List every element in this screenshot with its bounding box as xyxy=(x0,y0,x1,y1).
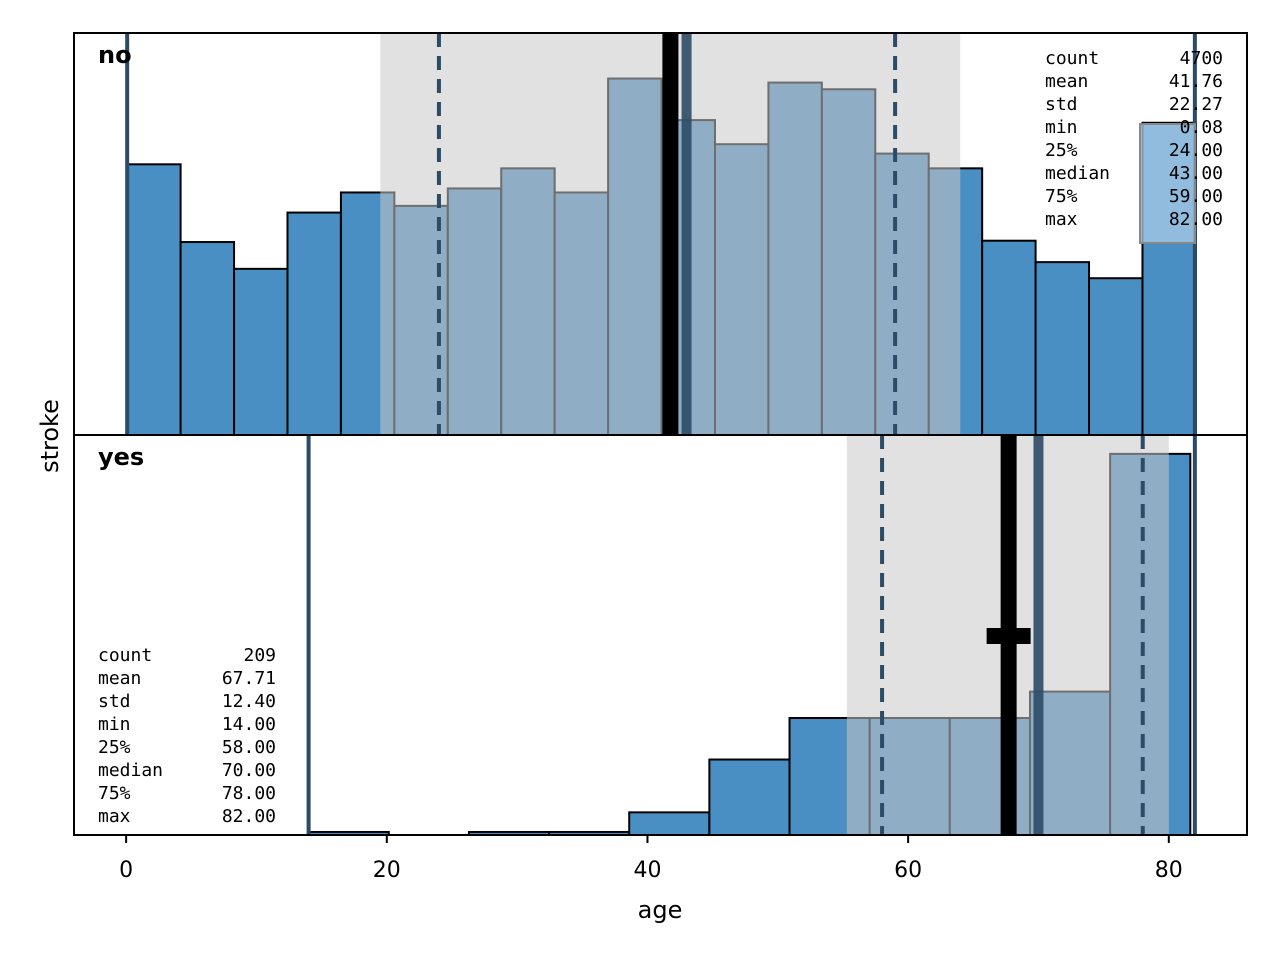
histogram-bar xyxy=(708,758,791,837)
stats-label-min: min xyxy=(98,714,131,735)
histogram-bar xyxy=(179,241,236,436)
stats-value-median: 70.00 xyxy=(222,760,276,781)
stats-label-min: min xyxy=(1045,117,1078,138)
x-tick-label: 60 xyxy=(894,858,922,883)
stats-label-count: count xyxy=(98,645,152,666)
stats-label-median: median xyxy=(1045,163,1110,184)
x-tick-label: 40 xyxy=(633,858,661,883)
stats-value-max: 82.00 xyxy=(222,806,276,827)
stats-value-median: 43.00 xyxy=(1169,163,1223,184)
stats-value-max: 82.00 xyxy=(1169,209,1223,230)
x-axis: 0 20 40 60 80 xyxy=(119,835,1183,883)
stats-value-std: 12.40 xyxy=(222,691,276,712)
stats-highlight-box xyxy=(1139,123,1196,244)
stats-value-count: 209 xyxy=(243,645,276,666)
histogram-bar xyxy=(286,211,342,436)
stats-label-count: count xyxy=(1045,48,1099,69)
panel-label-no: no xyxy=(98,41,132,69)
stats-value-25%: 58.00 xyxy=(222,737,276,758)
y-axis-title: stroke xyxy=(36,399,64,473)
panel-no: no count 4700 mean 41.76 std 22.27 min 0.08 25% 24… xyxy=(98,33,1223,437)
stats-label-mean: mean xyxy=(98,668,141,689)
stats-value-mean: 67.71 xyxy=(222,668,276,689)
stats-label-max: max xyxy=(1045,209,1078,230)
stats-label-75%: 75% xyxy=(1045,186,1078,207)
stats-label-25%: 25% xyxy=(1045,140,1078,161)
axes-frame xyxy=(73,32,1248,836)
stats-value-count: 4700 xyxy=(1180,48,1223,69)
x-axis-title: age xyxy=(638,896,683,924)
histogram-bar xyxy=(981,239,1037,436)
histogram-bar xyxy=(1034,261,1091,437)
stats-label-median: median xyxy=(98,760,163,781)
stats-label-max: max xyxy=(98,806,131,827)
panel-label-yes: yes xyxy=(98,443,144,471)
histogram-bar xyxy=(233,267,289,436)
x-tick-label: 80 xyxy=(1155,858,1183,883)
stats-value-min: 14.00 xyxy=(222,714,276,735)
stats-label-25%: 25% xyxy=(98,737,131,758)
panel-frame-bottom xyxy=(73,434,1248,836)
stats-label-75%: 75% xyxy=(98,783,131,804)
x-tick-label: 20 xyxy=(373,858,401,883)
stats-value-mean: 41.76 xyxy=(1169,71,1223,92)
stats-label-std: std xyxy=(1045,94,1078,115)
x-tick-label: 0 xyxy=(119,858,133,883)
histogram-bar xyxy=(628,811,711,837)
stats-value-std: 22.27 xyxy=(1169,94,1223,115)
stats-label-std: std xyxy=(98,691,131,712)
histogram-bar xyxy=(126,163,182,436)
panel-yes: yes count 209 mean 67.71 std 12.40 min 14.00 25% 5… xyxy=(98,435,1197,837)
histogram-bar xyxy=(1088,277,1144,436)
stats-value-25%: 24.00 xyxy=(1169,140,1223,161)
stats-label-mean: mean xyxy=(1045,71,1088,92)
stats-value-75%: 78.00 xyxy=(222,783,276,804)
stats-value-min: 0.08 xyxy=(1180,117,1223,138)
stats-value-75%: 59.00 xyxy=(1169,186,1223,207)
